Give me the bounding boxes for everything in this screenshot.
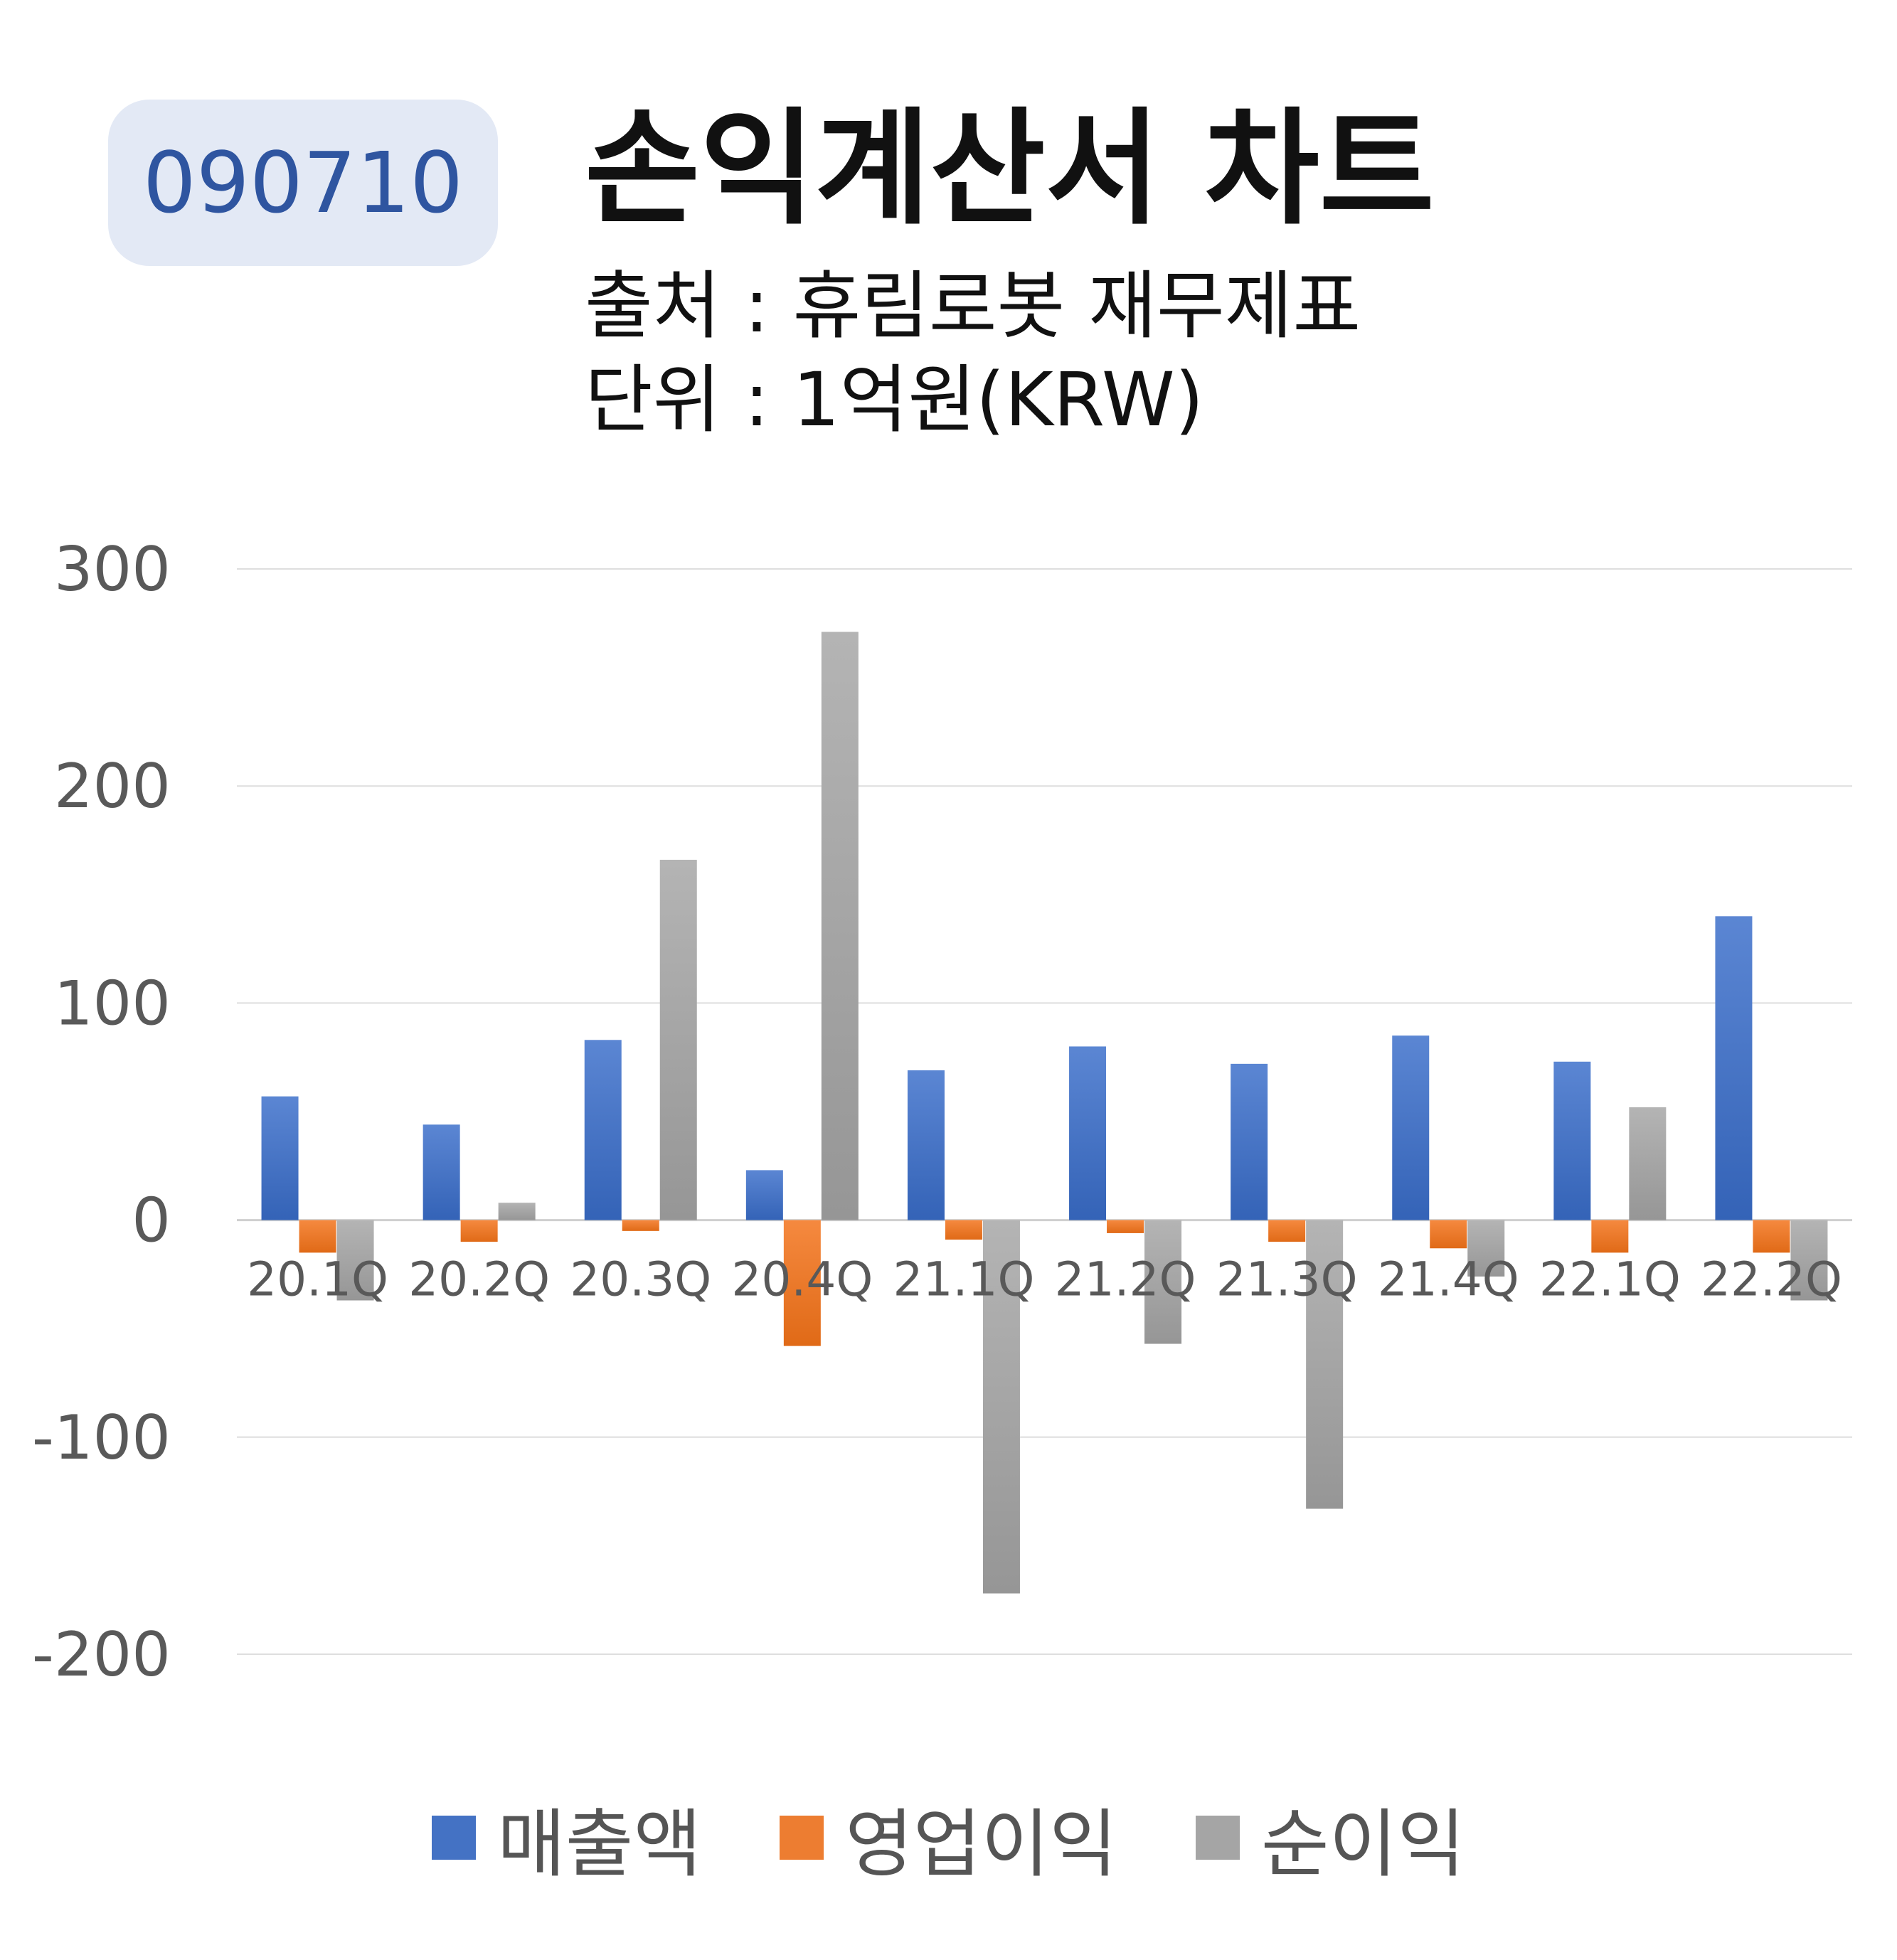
x-tick-label: 22.2Q bbox=[1701, 1252, 1842, 1307]
bar-operating-income bbox=[1753, 1220, 1790, 1253]
bar-operating-income bbox=[783, 1220, 821, 1346]
bar-revenue bbox=[1392, 1035, 1430, 1220]
bar-revenue bbox=[1231, 1063, 1268, 1220]
bar-operating-income bbox=[460, 1220, 498, 1242]
bar-net-income bbox=[498, 1203, 536, 1220]
chart-title: 손익계산서 차트 bbox=[585, 96, 1435, 242]
bar-revenue bbox=[745, 1170, 783, 1220]
y-tick-label: -200 bbox=[32, 1619, 171, 1690]
x-tick-label: 20.3Q bbox=[570, 1252, 711, 1307]
source-label: 출처 : 휴림로봇 재무제표 bbox=[585, 262, 1361, 349]
y-axis: 300 200 100 0 -100 -200 bbox=[32, 534, 171, 1690]
bar-net-income bbox=[1467, 1220, 1505, 1277]
x-tick-label: 20.2Q bbox=[408, 1252, 550, 1307]
x-tick-label: 21.2Q bbox=[1055, 1252, 1196, 1307]
bar-net-income bbox=[821, 632, 859, 1220]
x-tick-label: 21.1Q bbox=[893, 1252, 1034, 1307]
legend-label-operating-income: 영업이익 bbox=[845, 1801, 1117, 1887]
stock-code-badge: 090710 bbox=[108, 100, 498, 266]
bar-net-income bbox=[1306, 1220, 1344, 1509]
y-tick-label: -100 bbox=[32, 1402, 171, 1474]
bar-revenue bbox=[423, 1124, 460, 1220]
bar-net-income bbox=[1144, 1220, 1182, 1344]
y-tick-label: 200 bbox=[54, 751, 171, 822]
y-tick-label: 0 bbox=[132, 1186, 171, 1257]
x-tick-label: 22.1Q bbox=[1539, 1252, 1681, 1307]
x-axis: 20.1Q 20.2Q 20.3Q 20.4Q 21.1Q 21.2Q 21.3Q 21.4Q… bbox=[247, 1252, 1842, 1307]
bar-net-income bbox=[659, 859, 697, 1220]
bar-operating-income bbox=[299, 1220, 336, 1253]
bar-revenue bbox=[584, 1040, 622, 1220]
x-tick-label: 21.4Q bbox=[1378, 1252, 1519, 1307]
bar-revenue bbox=[261, 1096, 299, 1220]
unit-label: 단위 : 1억원(KRW) bbox=[585, 356, 1204, 443]
bars bbox=[261, 632, 1828, 1594]
legend-item-net-income: 순이익 bbox=[1195, 1784, 1465, 1891]
y-tick-label: 100 bbox=[54, 968, 171, 1039]
bar-net-income bbox=[1629, 1107, 1667, 1220]
bar-revenue bbox=[1553, 1061, 1591, 1220]
bar-operating-income bbox=[1268, 1220, 1306, 1242]
legend-item-revenue: 매출액 bbox=[432, 1784, 701, 1891]
bar-operating-income bbox=[1107, 1220, 1144, 1233]
bar-revenue bbox=[1069, 1046, 1107, 1220]
legend-swatch-net-income bbox=[1195, 1815, 1240, 1860]
bar-operating-income bbox=[1430, 1220, 1467, 1249]
bar-operating-income bbox=[1591, 1220, 1629, 1253]
bar-net-income bbox=[982, 1220, 1020, 1594]
y-tick-label: 300 bbox=[54, 534, 171, 605]
bar-revenue bbox=[907, 1070, 945, 1220]
grid-lines bbox=[237, 568, 1852, 1655]
bar-net-income bbox=[1790, 1220, 1828, 1301]
x-tick-label: 20.4Q bbox=[731, 1252, 873, 1307]
x-tick-label: 21.3Q bbox=[1216, 1252, 1358, 1307]
x-tick-label: 20.1Q bbox=[247, 1252, 388, 1307]
legend-swatch-revenue bbox=[432, 1815, 477, 1860]
bar-net-income bbox=[336, 1220, 374, 1301]
bar-operating-income bbox=[945, 1220, 982, 1240]
legend-item-operating-income: 영업이익 bbox=[780, 1784, 1117, 1891]
legend-label-net-income: 순이익 bbox=[1260, 1801, 1465, 1887]
legend-label-revenue: 매출액 bbox=[497, 1801, 702, 1887]
legend-swatch-operating-income bbox=[780, 1815, 824, 1860]
legend: 매출액 영업이익 순이익 bbox=[0, 1784, 1897, 1891]
bar-operating-income bbox=[622, 1220, 659, 1231]
stock-code: 090710 bbox=[142, 134, 464, 232]
bar-revenue bbox=[1715, 916, 1753, 1220]
